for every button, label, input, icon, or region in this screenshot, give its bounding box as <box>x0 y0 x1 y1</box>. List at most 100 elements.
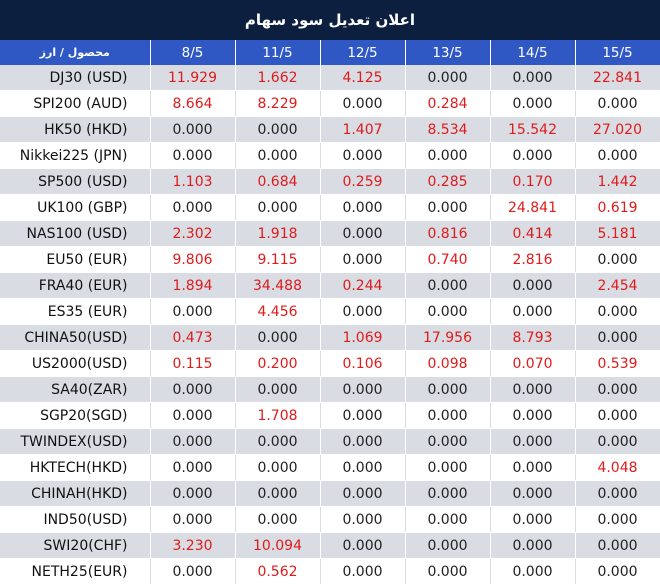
value-cell: 0.000 <box>150 454 236 481</box>
value-cell: 0.000 <box>490 558 576 585</box>
value-cell: 0.070 <box>490 350 576 377</box>
value-cell: 15.542 <box>490 116 576 143</box>
value-cell: 10.094 <box>235 532 321 559</box>
value-cell: 0.000 <box>150 298 236 325</box>
value-cell: 0.000 <box>490 428 576 455</box>
value-cell: 0.000 <box>320 454 406 481</box>
value-cell: 0.000 <box>405 142 491 169</box>
value-cell: 0.000 <box>150 558 236 585</box>
value-cell: 0.284 <box>405 90 491 117</box>
value-cell: 1.407 <box>320 116 406 143</box>
value-cell: 0.000 <box>405 194 491 221</box>
value-cell: 0.000 <box>490 506 576 533</box>
value-cell: 2.816 <box>490 246 576 273</box>
value-cell: 0.000 <box>150 142 236 169</box>
value-cell: 8.229 <box>235 90 321 117</box>
instrument-cell: CHINAH(HKD) <box>0 480 151 507</box>
value-cell: 1.894 <box>150 272 236 299</box>
value-cell: 0.539 <box>575 350 660 377</box>
value-cell: 0.244 <box>320 272 406 299</box>
value-cell: 17.956 <box>405 324 491 351</box>
value-cell: 0.000 <box>575 558 660 585</box>
value-cell: 0.000 <box>575 428 660 455</box>
value-cell: 0.000 <box>405 532 491 559</box>
value-cell: 0.000 <box>150 376 236 403</box>
page-title: اعلان تعدیل سود سهام <box>0 0 660 40</box>
value-cell: 0.000 <box>490 272 576 299</box>
table-row: CHINA50(USD) 0.473 0.000 1.069 17.956 8.793 0.… <box>0 324 660 351</box>
value-cell: 0.000 <box>575 142 660 169</box>
value-cell: 2.454 <box>575 272 660 299</box>
column-header-date: 8/5 <box>150 40 236 65</box>
value-cell: 0.000 <box>575 246 660 273</box>
value-cell: 0.098 <box>405 350 491 377</box>
table-row: HK50 (HKD) 0.000 0.000 1.407 8.534 15.542 27.0… <box>0 116 660 143</box>
value-cell: 0.000 <box>405 65 491 91</box>
value-cell: 0.684 <box>235 168 321 195</box>
value-cell: 0.000 <box>575 402 660 429</box>
value-cell: 0.000 <box>150 480 236 507</box>
value-cell: 0.000 <box>320 142 406 169</box>
value-cell: 0.414 <box>490 220 576 247</box>
value-cell: 0.000 <box>490 402 576 429</box>
instrument-cell: HKTECH(HKD) <box>0 454 151 481</box>
instrument-cell: UK100 (GBP) <box>0 194 151 221</box>
table-row: SGP20(SGD) 0.000 1.708 0.000 0.000 0.000 0.000 <box>0 402 660 429</box>
value-cell: 0.000 <box>490 90 576 117</box>
table-row: CHINAH(HKD) 0.000 0.000 0.000 0.000 0.000 0.00… <box>0 480 660 507</box>
value-cell: 0.000 <box>490 454 576 481</box>
value-cell: 0.000 <box>320 558 406 585</box>
value-cell: 22.841 <box>575 65 660 91</box>
table-row: IND50(USD) 0.000 0.000 0.000 0.000 0.000 0.000 <box>0 506 660 533</box>
value-cell: 0.000 <box>320 506 406 533</box>
instrument-cell: US2000(USD) <box>0 350 151 377</box>
table-row: NAS100 (USD) 2.302 1.918 0.000 0.816 0.414 5.1… <box>0 220 660 247</box>
table-row: SA40(ZAR) 0.000 0.000 0.000 0.000 0.000 0.000 <box>0 376 660 403</box>
value-cell: 0.000 <box>575 90 660 117</box>
value-cell: 0.000 <box>490 65 576 91</box>
value-cell: 0.562 <box>235 558 321 585</box>
value-cell: 5.181 <box>575 220 660 247</box>
value-cell: 0.000 <box>405 480 491 507</box>
value-cell: 0.000 <box>405 428 491 455</box>
instrument-cell: EU50 (EUR) <box>0 246 151 273</box>
column-header-date: 11/5 <box>235 40 321 65</box>
value-cell: 0.000 <box>405 298 491 325</box>
value-cell: 24.841 <box>490 194 576 221</box>
value-cell: 0.285 <box>405 168 491 195</box>
column-header-date: 14/5 <box>490 40 576 65</box>
value-cell: 0.000 <box>320 246 406 273</box>
value-cell: 1.069 <box>320 324 406 351</box>
value-cell: 0.000 <box>490 376 576 403</box>
value-cell: 0.000 <box>235 428 321 455</box>
value-cell: 0.000 <box>235 506 321 533</box>
instrument-cell: CHINA50(USD) <box>0 324 151 351</box>
value-cell: 0.473 <box>150 324 236 351</box>
column-header-instrument: محصول / ارز <box>0 40 151 65</box>
instrument-cell: SPI200 (AUD) <box>0 90 151 117</box>
value-cell: 0.000 <box>490 532 576 559</box>
instrument-cell: SWI20(CHF) <box>0 532 151 559</box>
value-cell: 0.000 <box>235 142 321 169</box>
value-cell: 0.740 <box>405 246 491 273</box>
value-cell: 4.456 <box>235 298 321 325</box>
value-cell: 1.662 <box>235 65 321 91</box>
value-cell: 8.664 <box>150 90 236 117</box>
value-cell: 0.816 <box>405 220 491 247</box>
table-body: DJ30 (USD) 11.929 1.662 4.125 0.000 0.000 22.8… <box>0 65 660 585</box>
value-cell: 1.103 <box>150 168 236 195</box>
instrument-cell: IND50(USD) <box>0 506 151 533</box>
value-cell: 0.000 <box>405 376 491 403</box>
value-cell: 0.000 <box>150 428 236 455</box>
table-row: DJ30 (USD) 11.929 1.662 4.125 0.000 0.000 22.8… <box>0 65 660 91</box>
value-cell: 1.442 <box>575 168 660 195</box>
value-cell: 4.125 <box>320 65 406 91</box>
value-cell: 0.000 <box>575 324 660 351</box>
value-cell: 0.000 <box>405 558 491 585</box>
value-cell: 0.259 <box>320 168 406 195</box>
column-header-date: 15/5 <box>575 40 660 65</box>
instrument-cell: SA40(ZAR) <box>0 376 151 403</box>
value-cell: 0.000 <box>150 116 236 143</box>
instrument-cell: FRA40 (EUR) <box>0 272 151 299</box>
value-cell: 8.534 <box>405 116 491 143</box>
